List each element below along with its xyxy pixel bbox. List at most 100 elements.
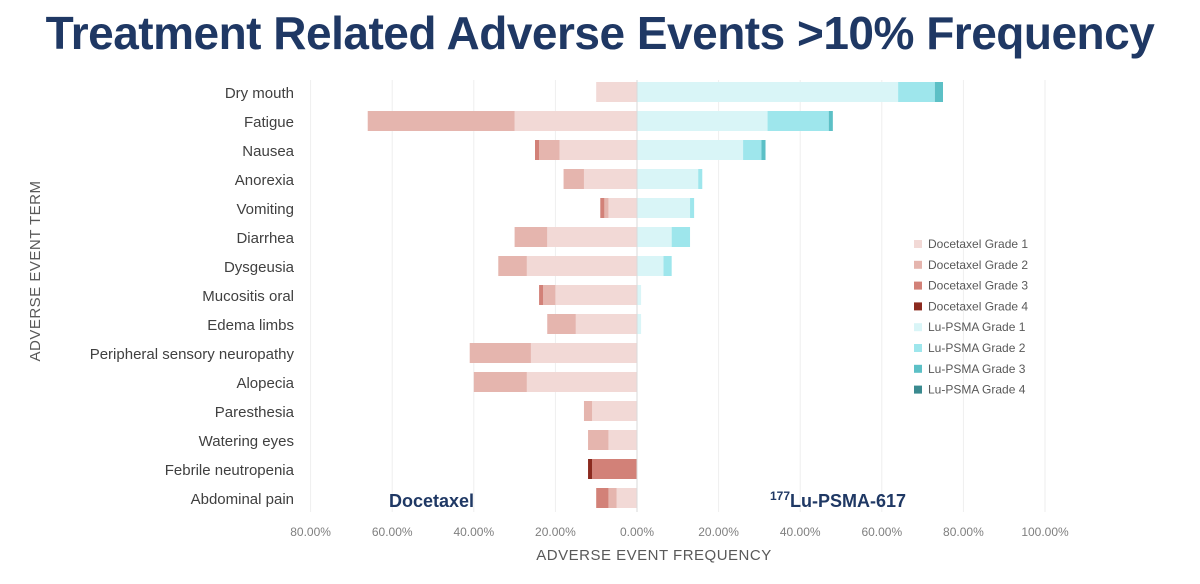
bar-edema-limbs-docetaxel-grade-1 [575, 314, 637, 334]
legend-label-lu-psma-grade-4: Lu-PSMA Grade 4 [928, 383, 1026, 397]
lu-psma-label-text: Lu-PSMA-617 [790, 491, 906, 511]
legend-label-docetaxel-grade-3: Docetaxel Grade 3 [928, 279, 1028, 293]
legend-swatch-docetaxel-grade-4 [914, 302, 922, 311]
legend-label-lu-psma-grade-1: Lu-PSMA Grade 1 [928, 320, 1026, 334]
bar-febrile-neutropenia-docetaxel-grade-3 [592, 459, 637, 479]
legend-swatch-lu-psma-grade-3 [914, 364, 922, 373]
legend-swatch-lu-psma-grade-4 [914, 385, 922, 394]
bar-dry-mouth-docetaxel-grade-1 [596, 82, 637, 102]
legend-label-docetaxel-grade-4: Docetaxel Grade 4 [928, 299, 1028, 313]
category-label-diarrhea: Diarrhea [236, 230, 294, 247]
bar-vomiting-docetaxel-grade-3 [600, 198, 605, 218]
lu-psma-label-superscript: 177 [770, 489, 790, 503]
category-label-abdominal-pain: Abdominal pain [191, 491, 294, 508]
page-title: Treatment Related Adverse Events >10% Fr… [45, 7, 1155, 59]
legend: Docetaxel Grade 1 Docetaxel Grade 2 Doceta… [914, 237, 1028, 397]
category-label-watering-eyes: Watering eyes [199, 433, 294, 450]
bar-peripheral-sensory-neuropathy-docetaxel-grade-1 [530, 343, 637, 363]
bar-anorexia-lu-psma-grade-2 [698, 169, 703, 189]
bar-dysgeusia-docetaxel-grade-2 [498, 256, 527, 276]
bar-dysgeusia-docetaxel-grade-1 [526, 256, 637, 276]
bar-paresthesia-docetaxel-grade-2 [583, 401, 593, 421]
lu-psma-label: 177Lu-PSMA-617 [770, 489, 906, 511]
bar-fatigue-lu-psma-grade-3 [828, 111, 833, 131]
bar-nausea-docetaxel-grade-2 [539, 140, 560, 160]
bar-vomiting-docetaxel-grade-1 [608, 198, 637, 218]
category-label-alopecia: Alopecia [236, 375, 294, 392]
bar-diarrhea-docetaxel-grade-2 [514, 227, 548, 247]
bar-dysgeusia-lu-psma-grade-2 [663, 256, 672, 276]
x-tick-labels: 80.00% 60.00% 40.00% 20.00% 0.00% 20.00% 40.00… [290, 525, 1069, 539]
x-tick-label: 20.00% [535, 525, 576, 539]
legend-swatch-lu-psma-grade-1 [914, 323, 922, 332]
category-label-fatigue: Fatigue [244, 114, 294, 131]
category-label-anorexia: Anorexia [235, 172, 295, 189]
bar-vomiting-docetaxel-grade-2 [604, 198, 609, 218]
bar-mucositis-oral-docetaxel-grade-2 [543, 285, 556, 305]
bar-vomiting-lu-psma-grade-1 [637, 198, 691, 218]
bars [367, 82, 943, 508]
bar-edema-limbs-docetaxel-grade-2 [547, 314, 576, 334]
bar-abdominal-pain-docetaxel-grade-1 [616, 488, 637, 508]
legend-swatch-lu-psma-grade-2 [914, 344, 922, 352]
bar-fatigue-lu-psma-grade-1 [637, 111, 768, 131]
bar-dry-mouth-lu-psma-grade-3 [934, 82, 943, 102]
x-tick-label: 20.00% [698, 525, 739, 539]
bar-dry-mouth-lu-psma-grade-1 [637, 82, 899, 102]
legend-swatch-docetaxel-grade-2 [914, 260, 922, 269]
bar-nausea-docetaxel-grade-1 [559, 140, 637, 160]
x-tick-label: 40.00% [453, 525, 494, 539]
bar-alopecia-docetaxel-grade-1 [526, 372, 637, 392]
bar-watering-eyes-docetaxel-grade-2 [588, 430, 609, 450]
category-label-nausea: Nausea [242, 143, 294, 160]
legend-swatch-docetaxel-grade-1 [914, 240, 922, 248]
bar-dry-mouth-lu-psma-grade-2 [898, 82, 935, 102]
bar-abdominal-pain-docetaxel-grade-2 [608, 488, 617, 508]
bar-alopecia-docetaxel-grade-2 [473, 372, 527, 392]
x-tick-label: 0.00% [620, 525, 654, 539]
category-label-mucositis-oral: Mucositis oral [202, 288, 294, 305]
category-label-dry-mouth: Dry mouth [225, 85, 294, 102]
x-tick-label: 60.00% [861, 525, 902, 539]
category-label-peripheral-sensory-neuropathy: Peripheral sensory neuropathy [90, 346, 295, 363]
bar-watering-eyes-docetaxel-grade-1 [608, 430, 637, 450]
x-tick-label: 60.00% [372, 525, 413, 539]
bar-fatigue-docetaxel-grade-2 [367, 111, 515, 131]
bar-mucositis-oral-lu-psma-grade-1 [637, 285, 642, 305]
bar-diarrhea-lu-psma-grade-2 [671, 227, 691, 247]
bar-diarrhea-docetaxel-grade-1 [547, 227, 637, 247]
bar-fatigue-docetaxel-grade-1 [514, 111, 637, 131]
x-tick-label: 80.00% [943, 525, 984, 539]
bar-anorexia-docetaxel-grade-1 [583, 169, 637, 189]
bar-anorexia-lu-psma-grade-1 [637, 169, 699, 189]
category-label-vomiting: Vomiting [236, 201, 294, 218]
bar-nausea-docetaxel-grade-3 [535, 140, 540, 160]
legend-label-docetaxel-grade-1: Docetaxel Grade 1 [928, 237, 1028, 251]
bar-abdominal-pain-docetaxel-grade-3 [596, 488, 609, 508]
legend-swatch-docetaxel-grade-3 [914, 281, 922, 290]
x-tick-label: 100.00% [1021, 525, 1069, 539]
bar-anorexia-docetaxel-grade-2 [563, 169, 584, 189]
gridlines [310, 80, 1046, 512]
bar-nausea-lu-psma-grade-3 [761, 140, 766, 160]
bar-febrile-neutropenia-docetaxel-grade-4 [588, 459, 593, 479]
category-label-febrile-neutropenia: Febrile neutropenia [165, 462, 295, 479]
category-label-edema-limbs: Edema limbs [207, 317, 294, 334]
bar-nausea-lu-psma-grade-2 [743, 140, 762, 160]
legend-label-lu-psma-grade-3: Lu-PSMA Grade 3 [928, 362, 1026, 376]
bar-mucositis-oral-docetaxel-grade-1 [555, 285, 637, 305]
legend-label-lu-psma-grade-2: Lu-PSMA Grade 2 [928, 341, 1026, 355]
bar-diarrhea-lu-psma-grade-1 [637, 227, 672, 247]
bar-vomiting-lu-psma-grade-2 [690, 198, 695, 218]
bar-paresthesia-docetaxel-grade-1 [592, 401, 637, 421]
bar-peripheral-sensory-neuropathy-docetaxel-grade-2 [469, 343, 531, 363]
y-axis-title: ADVERSE EVENT TERM [27, 181, 44, 362]
category-label-dysgeusia: Dysgeusia [224, 259, 295, 276]
x-tick-label: 80.00% [290, 525, 331, 539]
bar-nausea-lu-psma-grade-1 [637, 140, 744, 160]
category-labels: Dry mouth Fatigue Nausea Anorexia Vomiting Di… [90, 85, 295, 508]
bar-mucositis-oral-docetaxel-grade-3 [539, 285, 544, 305]
x-tick-label: 40.00% [780, 525, 821, 539]
bar-edema-limbs-lu-psma-grade-1 [637, 314, 642, 334]
